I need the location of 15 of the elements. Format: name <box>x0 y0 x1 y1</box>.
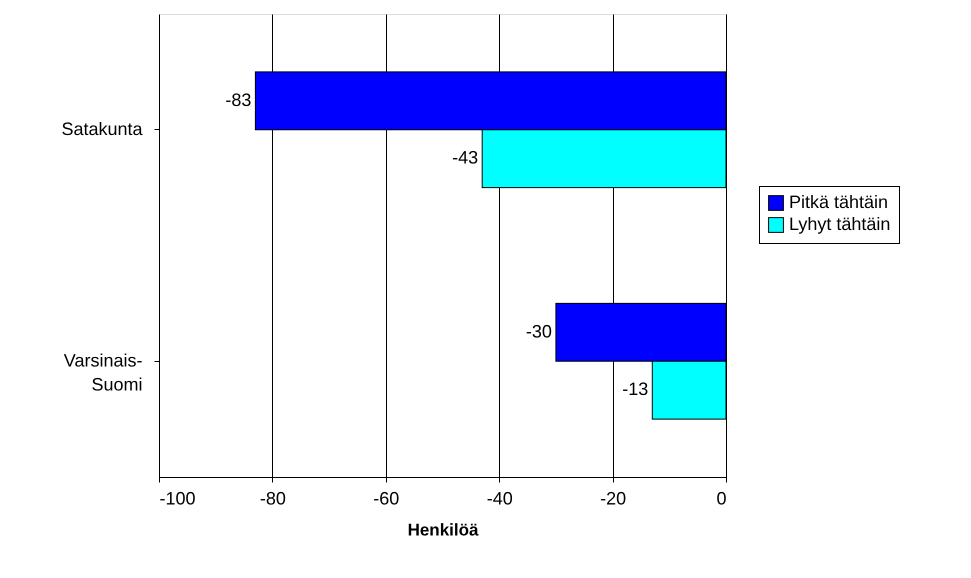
data-label: -30 <box>526 321 552 342</box>
x-tick-label: 0 <box>716 488 726 508</box>
x-tick-label: -60 <box>373 488 400 508</box>
data-label: -83 <box>225 90 252 110</box>
x-tick-label: -20 <box>600 488 626 508</box>
data-label: -13 <box>622 379 648 400</box>
legend-label: Lyhyt tähtäin <box>789 214 890 234</box>
data-label: -43 <box>452 148 478 168</box>
y-tick-label: Satakunta <box>61 118 144 139</box>
x-tick-label: -80 <box>260 488 286 508</box>
x-tick-label: -40 <box>486 488 513 508</box>
legend-label: Pitkä tähtäin <box>789 192 888 212</box>
y-tick-label: Varsinais- Suomi <box>64 350 142 394</box>
x-axis-title: Henkilöä <box>408 520 479 540</box>
x-tick-label: -100 <box>160 488 196 508</box>
